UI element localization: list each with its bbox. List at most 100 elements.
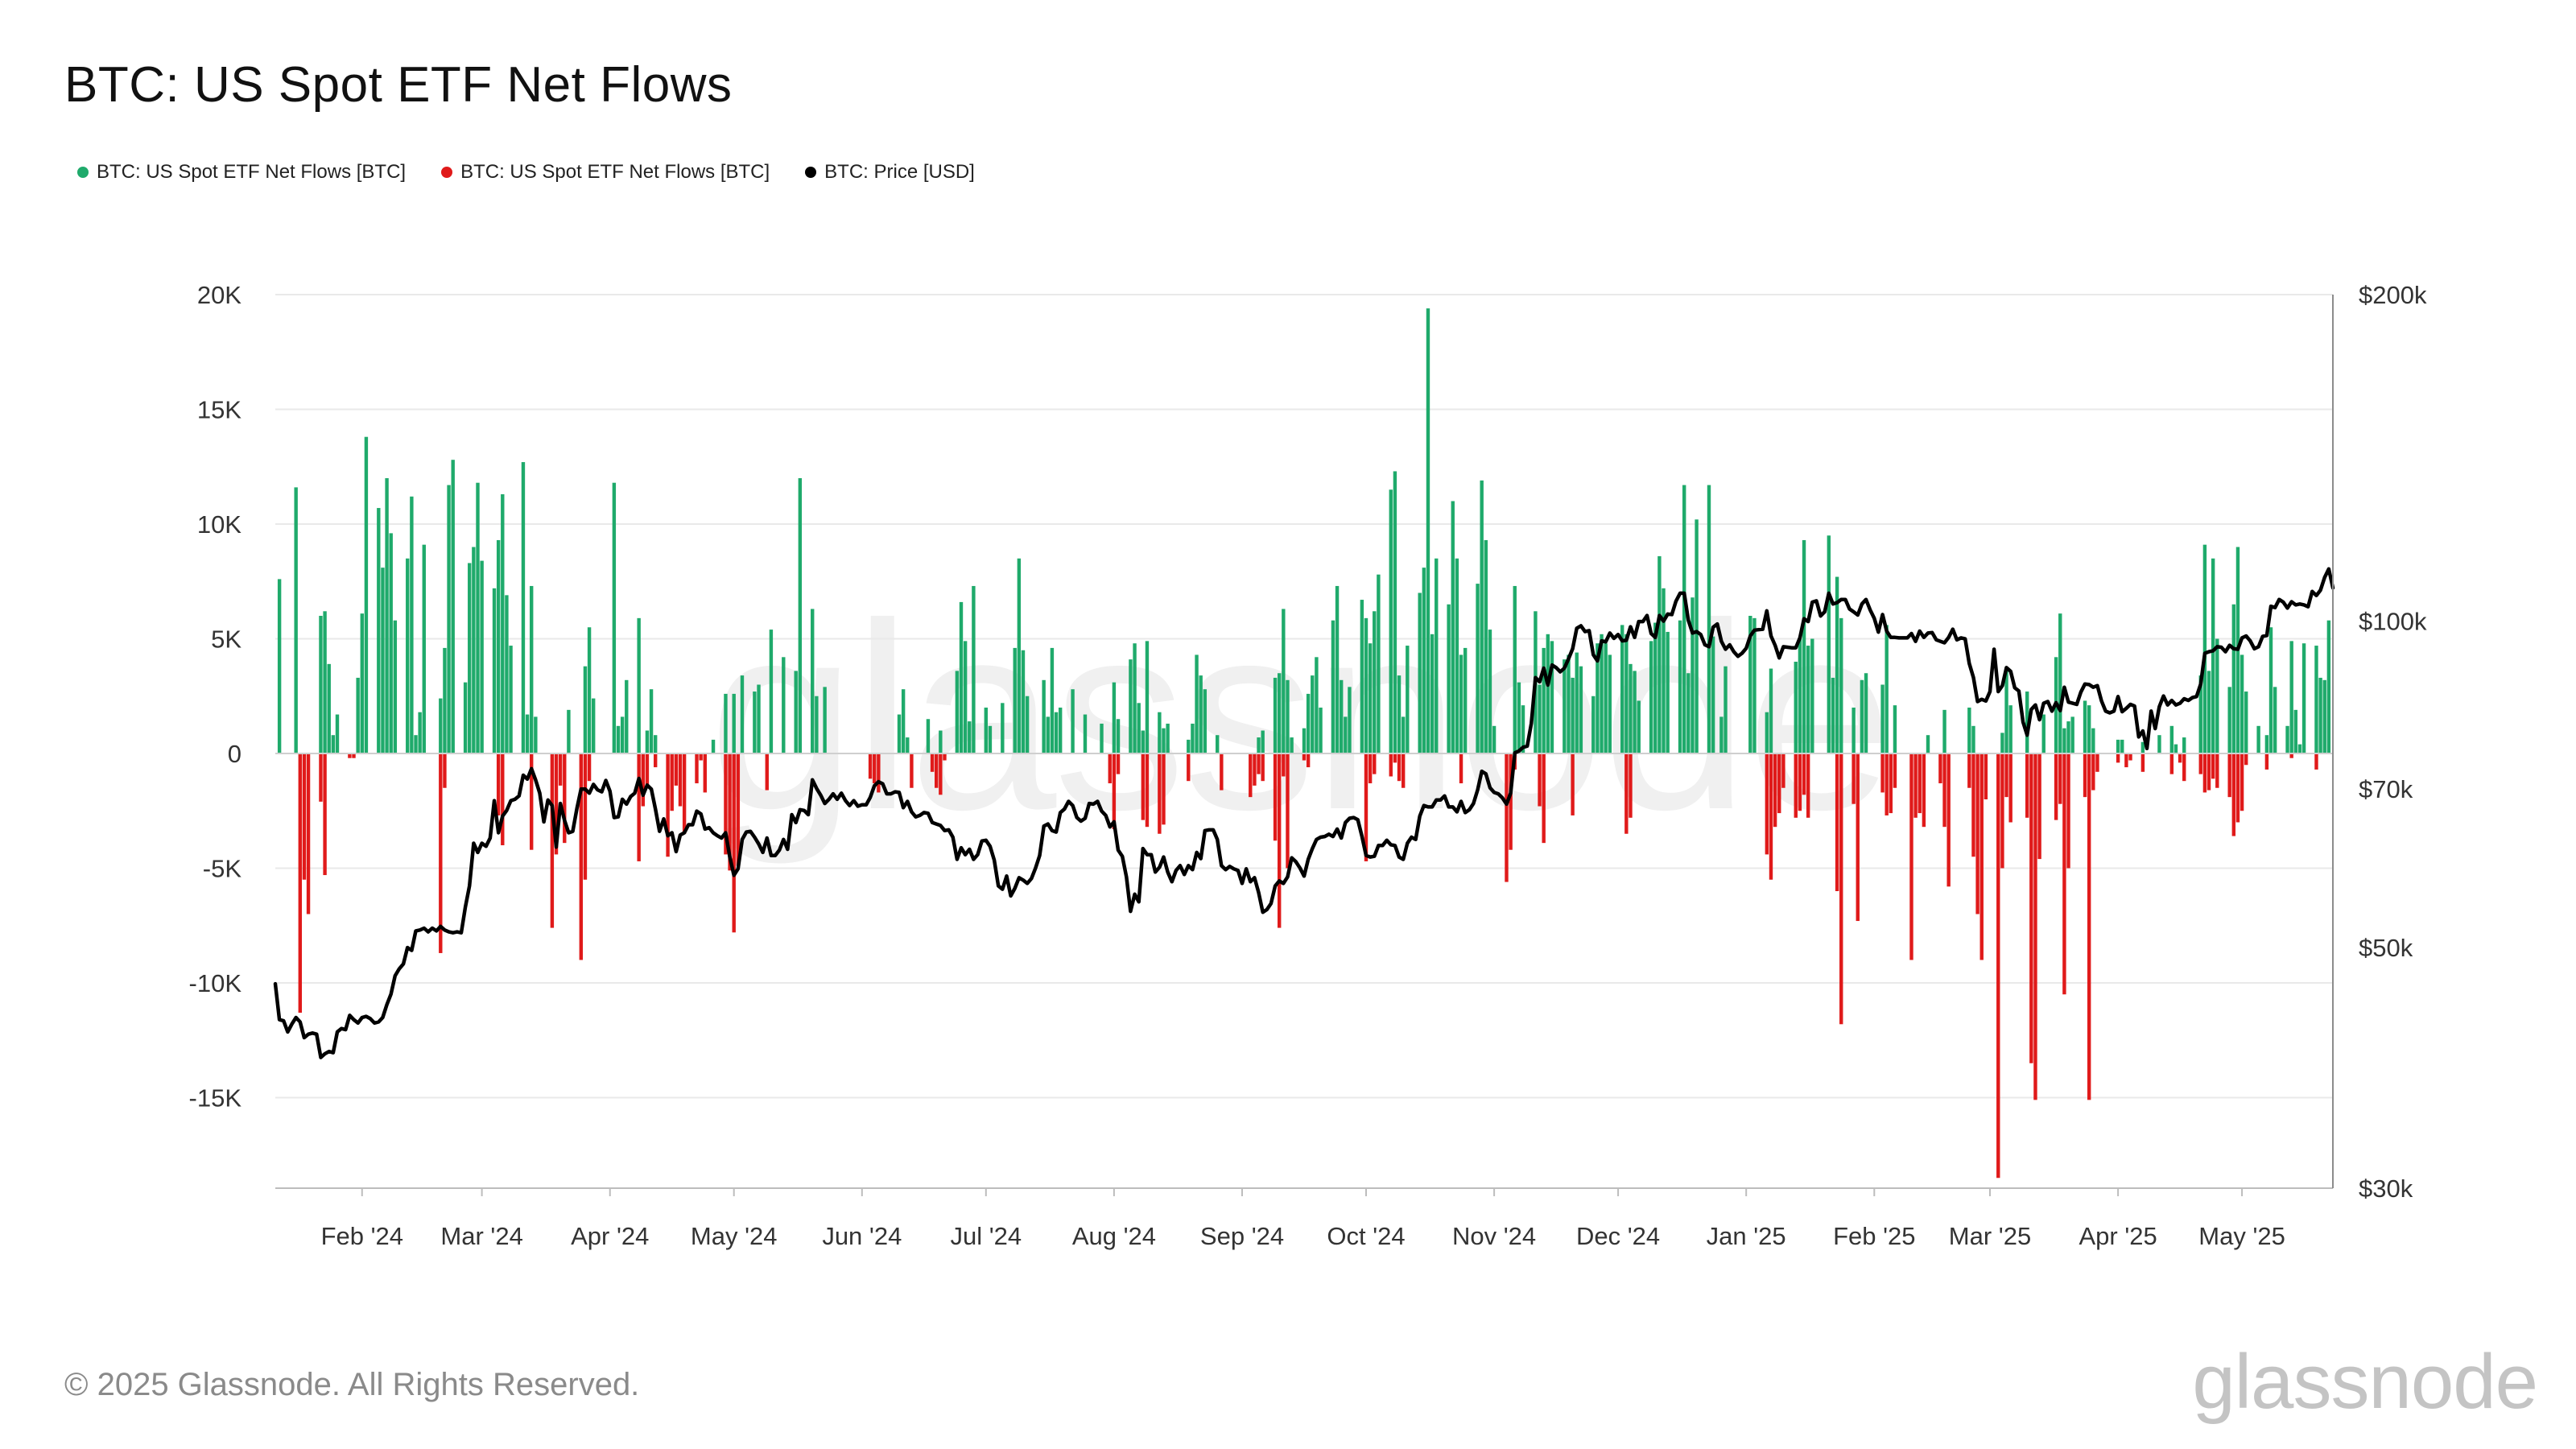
- outflow-bar: [579, 753, 584, 960]
- outflow-bar: [1856, 753, 1860, 922]
- inflow-bar: [1678, 620, 1682, 753]
- inflow-bar: [414, 735, 418, 753]
- inflow-bar: [1719, 716, 1724, 753]
- legend-item-price[interactable]: BTC: Price [USD]: [805, 161, 975, 184]
- inflow-bar: [2174, 744, 2178, 753]
- inflow-bar: [335, 714, 340, 753]
- inflow-bar: [1852, 708, 1856, 753]
- inflow-bar: [1195, 654, 1199, 753]
- outflow-bar: [703, 753, 707, 793]
- inflow-bar: [815, 696, 819, 753]
- inflow-bar: [447, 485, 451, 753]
- inflow-bar: [1306, 693, 1311, 753]
- x-tick-label: Apr '25: [2079, 1222, 2157, 1250]
- inflow-bar: [1162, 728, 1166, 753]
- outflow-bar: [1273, 753, 1278, 841]
- outflow-bar: [736, 753, 741, 866]
- inflow-bar: [2293, 709, 2298, 753]
- outflow-bar: [2182, 753, 2186, 782]
- inflow-bar: [1637, 700, 1641, 753]
- inflow-bar: [1662, 588, 1666, 753]
- inflow-bar: [534, 716, 538, 753]
- inflow-bar: [1141, 730, 1146, 753]
- inflow-bar: [1724, 666, 1728, 753]
- page-title: BTC: US Spot ETF Net Flows: [64, 57, 733, 113]
- inflow-bar: [732, 693, 736, 753]
- outflow-bar: [2128, 753, 2132, 761]
- x-tick-label: Nov '24: [1452, 1222, 1536, 1250]
- inflow-bar: [2140, 741, 2145, 753]
- outflow-bar: [695, 753, 699, 784]
- legend-item-outflows[interactable]: BTC: US Spot ETF Net Flows [BTC]: [441, 161, 770, 184]
- x-tick-label: May '25: [2198, 1222, 2285, 1250]
- inflow-bar: [2058, 613, 2062, 753]
- outflow-bar: [1922, 753, 1926, 828]
- inflow-bar: [2091, 728, 2095, 753]
- inflow-bar: [811, 609, 815, 753]
- inflow-bar: [1488, 630, 1492, 753]
- outflow-bar: [2033, 753, 2037, 1100]
- inflow-bar: [2231, 604, 2236, 753]
- inflow-bar: [2256, 725, 2260, 753]
- x-tick-label: Oct '24: [1327, 1222, 1405, 1250]
- outflow-bar: [1302, 753, 1307, 761]
- inflow-bar: [2326, 620, 2331, 753]
- inflow-bar: [653, 735, 658, 753]
- outflow-bar: [674, 753, 679, 786]
- outflow-bar: [1794, 753, 1798, 818]
- inflow-bar: [1364, 617, 1368, 753]
- outflow-bar: [2062, 753, 2066, 995]
- inflow-bar: [2008, 705, 2013, 753]
- outflow-bar: [1306, 753, 1311, 768]
- inflow-bar: [468, 563, 472, 753]
- inflow-bar: [521, 462, 526, 753]
- inflow-bar: [1335, 585, 1340, 753]
- legend-item-inflows[interactable]: BTC: US Spot ETF Net Flows [BTC]: [77, 161, 406, 184]
- inflow-bar: [463, 682, 468, 753]
- inflow-bar: [1133, 643, 1137, 753]
- inflow-bar: [1302, 728, 1307, 753]
- legend-label-outflows: BTC: US Spot ETF Net Flows [BTC]: [460, 161, 770, 183]
- outflow-bar: [583, 753, 588, 880]
- inflow-bar: [1765, 712, 1769, 753]
- outflow-bar: [1542, 753, 1546, 844]
- outflow-bar: [2211, 753, 2215, 779]
- outflow-bar: [868, 753, 873, 779]
- inflow-bar: [1331, 620, 1335, 753]
- inflow-bar: [389, 533, 393, 753]
- inflow-bar: [1216, 735, 1220, 753]
- inflow-bar: [1158, 712, 1162, 753]
- inflow-bar: [492, 588, 497, 753]
- inflow-bar: [2244, 691, 2248, 753]
- outflow-bar: [1112, 753, 1117, 830]
- inflow-bar: [1282, 609, 1286, 753]
- inflow-bar: [798, 478, 803, 753]
- inflow-bar: [480, 560, 484, 753]
- inflow-bar: [968, 721, 972, 753]
- x-tick-label: Mar '24: [440, 1222, 522, 1250]
- inflow-bar: [637, 617, 641, 753]
- inflow-bar: [406, 558, 410, 753]
- outflow-bar: [2289, 753, 2293, 758]
- inflow-bar: [984, 708, 988, 753]
- inflow-bar: [1401, 716, 1406, 753]
- outflow-bar: [501, 753, 505, 845]
- inflow-bar: [356, 677, 360, 753]
- outflow-bar: [2124, 753, 2128, 768]
- inflow-bar: [897, 714, 902, 753]
- inflow-bar: [1203, 689, 1208, 753]
- inflow-bar: [769, 630, 774, 753]
- inflow-bar: [1484, 539, 1488, 753]
- x-axis-tick-labels: Feb '24 Mar '24 Apr '24 May '24 Jun '24 Jul '…: [321, 1188, 2285, 1250]
- inflow-bar: [1880, 684, 1885, 753]
- outflow-bar: [2116, 753, 2120, 763]
- x-tick-label: Feb '24: [321, 1222, 403, 1250]
- outflow-bar: [1162, 753, 1166, 825]
- inflow-bar: [2004, 671, 2008, 753]
- outflow-bar: [298, 753, 302, 1013]
- outflow-bar: [1913, 753, 1918, 818]
- outflow-bar: [1880, 753, 1885, 793]
- inflow-bar: [422, 544, 426, 753]
- outflow-bar: [1220, 753, 1224, 791]
- inflow-bar: [2207, 671, 2211, 753]
